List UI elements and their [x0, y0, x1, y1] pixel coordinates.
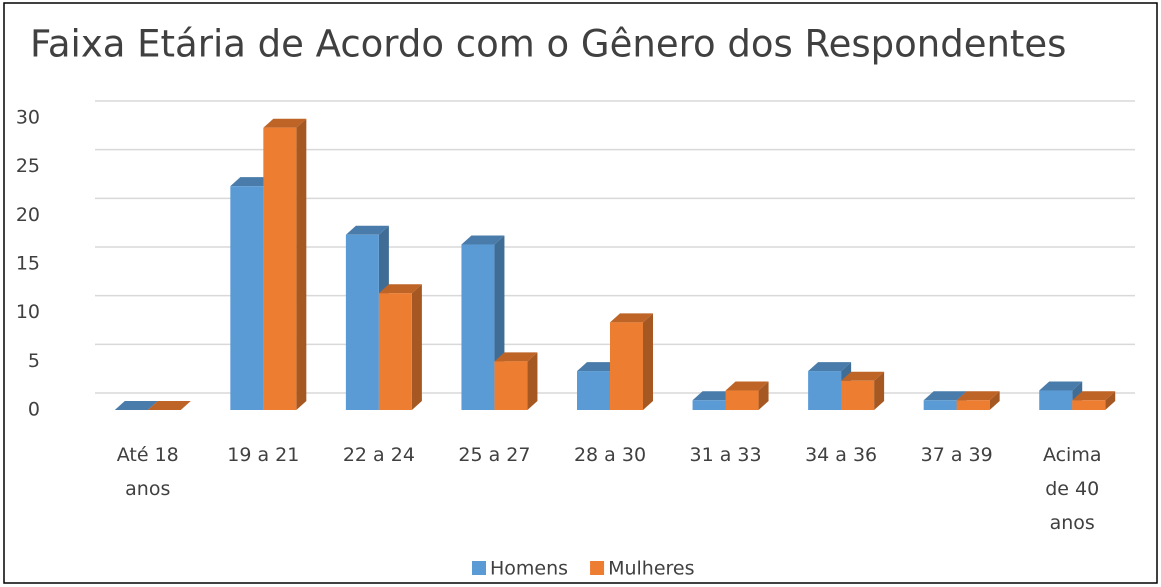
bar-side: [296, 118, 307, 410]
bar: [345, 234, 379, 410]
bar-top: [263, 118, 307, 128]
x-tick-label: Acima de 40 anos: [1042, 444, 1102, 534]
bar-side: [758, 381, 769, 410]
bar: [692, 400, 726, 410]
legend-label: Homens: [490, 558, 568, 580]
y-tick-label: 30: [16, 107, 40, 129]
bar-top: [923, 391, 967, 401]
bar-top: [1072, 391, 1116, 401]
x-tick-label: 19 a 21: [227, 444, 300, 466]
bar-top: [577, 362, 620, 372]
bar-side: [527, 352, 538, 410]
bar: [378, 293, 412, 410]
bar: [841, 380, 875, 410]
bar: [808, 371, 842, 410]
bar: [461, 244, 495, 410]
legend-swatch: [590, 561, 605, 575]
bar-side: [643, 313, 653, 410]
bar: [1039, 390, 1073, 410]
bar-top: [1039, 381, 1083, 391]
y-tick-label: 20: [16, 204, 40, 226]
bar: [263, 127, 297, 410]
legend-swatch: [472, 561, 486, 575]
bar-top: [841, 371, 885, 381]
bar-top: [230, 177, 274, 187]
bar-side: [1105, 391, 1116, 410]
bar: [230, 186, 264, 410]
y-tick-label: 0: [28, 399, 40, 421]
bar-top: [808, 362, 852, 372]
chart-title: Faixa Etária de Acordo com o Gênero dos …: [30, 23, 1066, 66]
y-tick-label: 15: [16, 253, 40, 275]
bar-side: [989, 391, 1000, 410]
bar: [1072, 400, 1106, 410]
bar-top: [610, 313, 653, 323]
x-tick-label: 28 a 30: [573, 444, 647, 466]
chart-border: [3, 2, 1158, 584]
bar: [610, 322, 643, 410]
bar-top: [378, 284, 422, 294]
bar: [494, 361, 528, 410]
y-tick-label: 10: [16, 301, 40, 323]
bar-top: [725, 381, 769, 391]
bar: [956, 400, 990, 410]
bar-side: [874, 371, 885, 410]
bar-top: [956, 391, 1000, 401]
bar-top: [114, 401, 158, 410]
bar-top: [461, 235, 505, 245]
bar-top: [147, 401, 191, 410]
x-tick-label: 25 a 27: [458, 444, 531, 466]
bar: [923, 400, 957, 410]
bar: [577, 371, 610, 410]
x-tick-label: 31 a 33: [689, 444, 762, 466]
x-tick-label: 37 a 39: [920, 444, 993, 466]
bar-top: [692, 391, 736, 401]
bar: [725, 390, 759, 410]
x-tick-label: Até 18 anos: [116, 444, 179, 500]
y-tick-label: 5: [28, 350, 40, 372]
legend-label: Mulheres: [608, 558, 694, 580]
x-tick-label: 34 a 36: [805, 444, 878, 466]
y-tick-label: 25: [16, 155, 40, 177]
x-tick-label: 22 a 24: [342, 444, 415, 466]
bar-top: [345, 225, 389, 235]
bar-top: [494, 352, 538, 362]
bar-side: [411, 284, 422, 410]
